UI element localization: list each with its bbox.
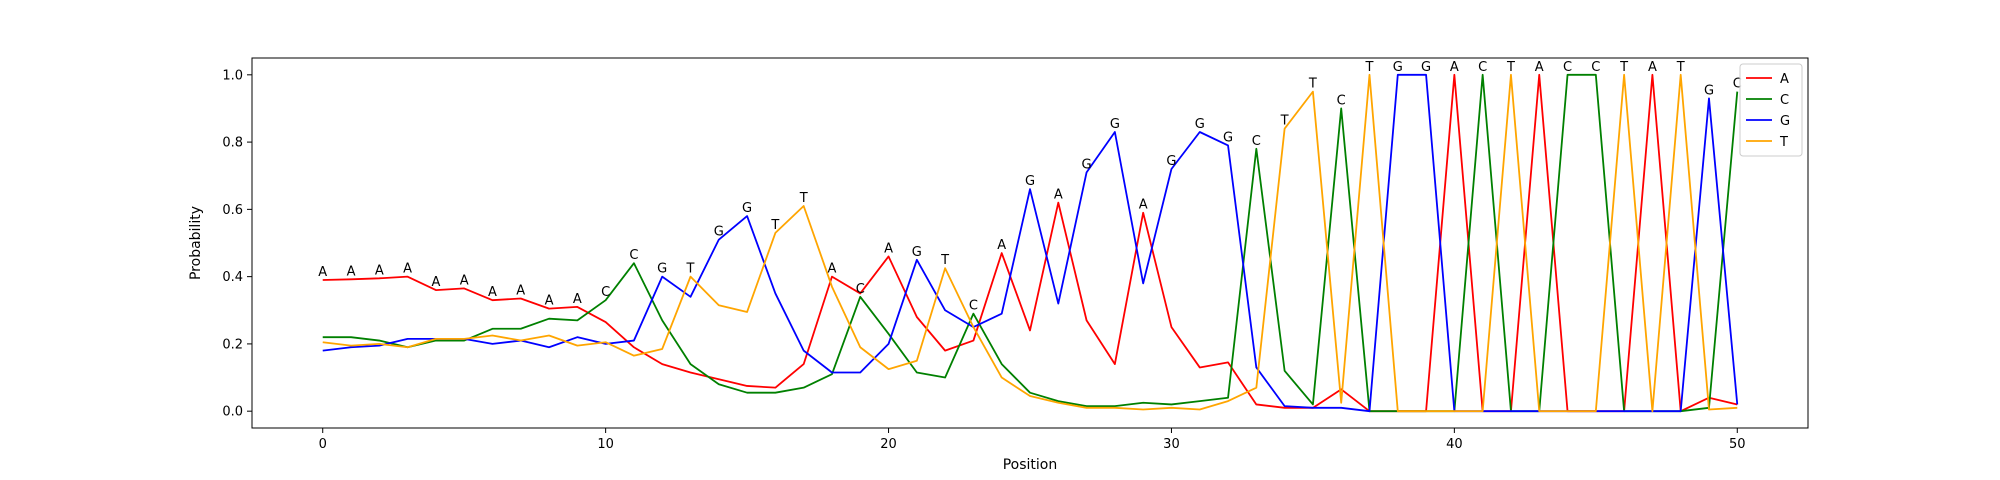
legend-label: G xyxy=(1780,114,1790,129)
base-annotation: A xyxy=(997,238,1006,253)
base-annotation: A xyxy=(828,262,837,277)
base-annotation: G xyxy=(1421,60,1431,75)
y-tick-label: 0.4 xyxy=(222,270,243,285)
base-annotation: T xyxy=(770,218,779,233)
base-annotation: A xyxy=(516,284,525,299)
axes-frame xyxy=(251,57,1809,429)
base-annotation: C xyxy=(1591,60,1600,75)
base-annotation: T xyxy=(1308,77,1317,92)
base-annotation: C xyxy=(1478,60,1487,75)
base-annotation: A xyxy=(1648,60,1657,75)
base-annotation: A xyxy=(460,273,469,288)
base-annotation: G xyxy=(1110,117,1120,132)
base-annotation: G xyxy=(1223,130,1233,145)
series-line-G xyxy=(322,73,1739,413)
base-annotation: T xyxy=(686,262,695,277)
base-annotation: T xyxy=(1619,60,1628,75)
base-annotation: G xyxy=(912,245,922,260)
annotation-layer: A A A A A A A A A A C C G T G G T T A C A G T C A G A G G A G G G C T T C T G G… xyxy=(318,60,1742,314)
y-tick-label: 1.0 xyxy=(222,68,243,83)
base-annotation: T xyxy=(1365,60,1374,75)
x-tick-label: 50 xyxy=(1729,437,1746,452)
base-annotation: G xyxy=(1082,157,1092,172)
base-annotation: C xyxy=(969,299,978,314)
base-annotation: A xyxy=(375,263,384,278)
base-annotation: A xyxy=(545,294,554,309)
y-tick-label: 0.2 xyxy=(222,337,243,352)
base-annotation: C xyxy=(1337,93,1346,108)
x-ticks: 0 10 20 30 40 50 xyxy=(319,428,1746,452)
y-tick-label: 0.6 xyxy=(222,203,243,218)
legend-label: T xyxy=(1779,135,1788,150)
plot-content xyxy=(322,73,1739,413)
x-tick-label: 30 xyxy=(1163,437,1180,452)
base-annotation: C xyxy=(601,285,610,300)
base-annotation: G xyxy=(1025,174,1035,189)
base-annotation: G xyxy=(1704,83,1714,98)
legend-label: A xyxy=(1780,72,1789,87)
base-annotation: C xyxy=(1733,77,1742,92)
base-annotation: A xyxy=(1535,60,1544,75)
base-annotation: A xyxy=(431,275,440,290)
x-tick-label: 20 xyxy=(880,437,897,452)
base-annotation: C xyxy=(629,248,638,263)
base-annotation: A xyxy=(403,262,412,277)
base-annotation: G xyxy=(657,262,667,277)
base-annotation: A xyxy=(1450,60,1459,75)
base-annotation: T xyxy=(1676,60,1685,75)
base-annotation: A xyxy=(1054,188,1063,203)
series-line-T xyxy=(322,73,1738,413)
base-annotation: C xyxy=(856,282,865,297)
base-annotation: G xyxy=(714,225,724,240)
base-annotation: A xyxy=(573,292,582,307)
x-tick-label: 40 xyxy=(1446,437,1463,452)
y-ticks: 0.0 0.2 0.4 0.6 0.8 1.0 xyxy=(222,68,252,420)
base-annotation: C xyxy=(1563,60,1572,75)
legend-box xyxy=(1739,63,1803,157)
base-annotation: G xyxy=(1393,60,1403,75)
base-annotation: G xyxy=(742,201,752,216)
legend-label: C xyxy=(1780,93,1789,108)
base-annotation: G xyxy=(1195,117,1205,132)
base-annotation: A xyxy=(347,264,356,279)
base-annotation: T xyxy=(799,191,808,206)
series-line-C xyxy=(322,73,1739,413)
base-annotation: T xyxy=(1280,114,1289,129)
base-annotation: A xyxy=(488,285,497,300)
y-tick-label: 0.8 xyxy=(222,136,243,151)
base-annotation: G xyxy=(1166,154,1176,169)
y-axis-label: Probability xyxy=(188,206,204,280)
base-annotation: T xyxy=(940,253,949,268)
y-tick-label: 0.0 xyxy=(222,405,243,420)
x-axis-label: Position xyxy=(1003,457,1058,473)
base-annotation: A xyxy=(1139,198,1148,213)
base-annotation: A xyxy=(318,265,327,280)
base-annotation: T xyxy=(1506,60,1515,75)
x-tick-label: 0 xyxy=(319,437,327,452)
base-annotation: A xyxy=(884,241,893,256)
x-tick-label: 10 xyxy=(597,437,614,452)
base-annotation: C xyxy=(1252,134,1261,149)
